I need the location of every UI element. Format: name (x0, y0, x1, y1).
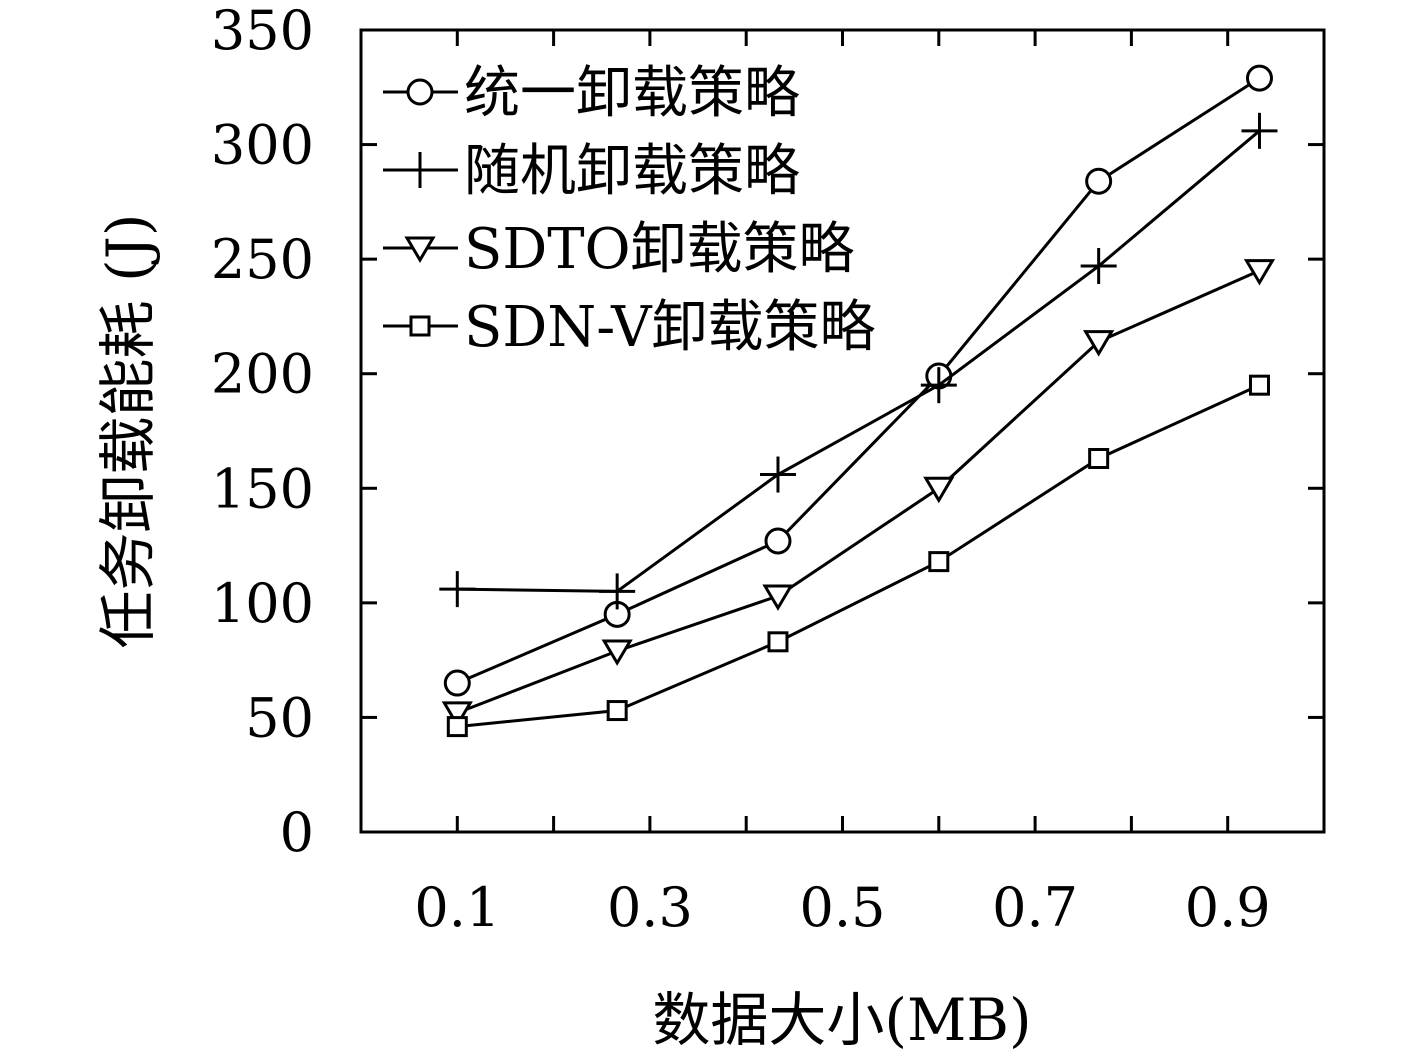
legend-marker (409, 315, 431, 337)
y-tick-label: 150 (211, 457, 314, 520)
legend-item: 统一卸载策略 (383, 61, 800, 126)
series-line (457, 383, 1261, 729)
data-point (439, 571, 476, 608)
y-tick-label: 50 (245, 686, 314, 749)
y-tick-label: 300 (211, 114, 314, 177)
y-tick-label: 250 (211, 228, 314, 291)
series-3 (446, 374, 1270, 738)
ticks: 0 50 100 150 200 250 300 350 0.1 0.3 0.5 0.7 0.9 (211, 0, 1324, 939)
data-point (1088, 447, 1110, 469)
y-tick-label: 0 (280, 801, 314, 864)
x-axis-title: 数据大小(MB) (652, 986, 1031, 1054)
legend-item: 随机卸载策略 (383, 139, 800, 204)
data-point (764, 527, 792, 555)
data-point (767, 631, 789, 653)
x-tick-label: 0.1 (414, 876, 500, 939)
data-point (606, 700, 628, 722)
y-tick-label: 350 (211, 0, 314, 62)
y-tick-label: 100 (211, 572, 314, 635)
data-point (1241, 112, 1278, 149)
legend-item: SDTO卸载策略 (383, 217, 855, 282)
legend-label: SDTO卸载策略 (464, 217, 855, 282)
data-point (599, 573, 636, 610)
data-point (759, 456, 796, 493)
legend-label: 随机卸载策略 (464, 139, 800, 204)
legend-marker (402, 152, 438, 188)
data-point (1083, 330, 1115, 357)
data-point (1080, 248, 1117, 285)
legend-label: 统一卸载策略 (464, 61, 800, 126)
data-point (920, 367, 957, 404)
data-point (928, 551, 950, 573)
series-line (457, 129, 1261, 593)
y-tick-label: 200 (211, 343, 314, 406)
x-tick-label: 0.3 (607, 876, 693, 939)
series (439, 64, 1278, 738)
data-point (1245, 64, 1273, 92)
series-2 (441, 259, 1276, 728)
legend-label: SDN-V卸载策略 (464, 295, 876, 360)
data-point (923, 476, 955, 504)
x-tick-label: 0.9 (1185, 876, 1271, 939)
data-point (1085, 167, 1113, 195)
data-point (1243, 259, 1276, 286)
data-point (441, 701, 473, 728)
x-tick-label: 0.7 (992, 876, 1078, 939)
series-0 (443, 64, 1273, 697)
series-line (456, 76, 1261, 685)
data-point (446, 716, 468, 738)
legend-marker (404, 236, 436, 263)
data-point (601, 639, 633, 666)
y-axis-title: 任务卸载能耗 (J) (94, 214, 162, 649)
data-point (762, 584, 794, 611)
series-1 (439, 112, 1278, 610)
legend-marker (406, 78, 434, 106)
legend-item: SDN-V卸载策略 (383, 295, 876, 360)
x-tick-label: 0.5 (800, 876, 886, 939)
data-point (1248, 374, 1270, 396)
data-point (443, 669, 471, 697)
series-line (456, 269, 1261, 715)
